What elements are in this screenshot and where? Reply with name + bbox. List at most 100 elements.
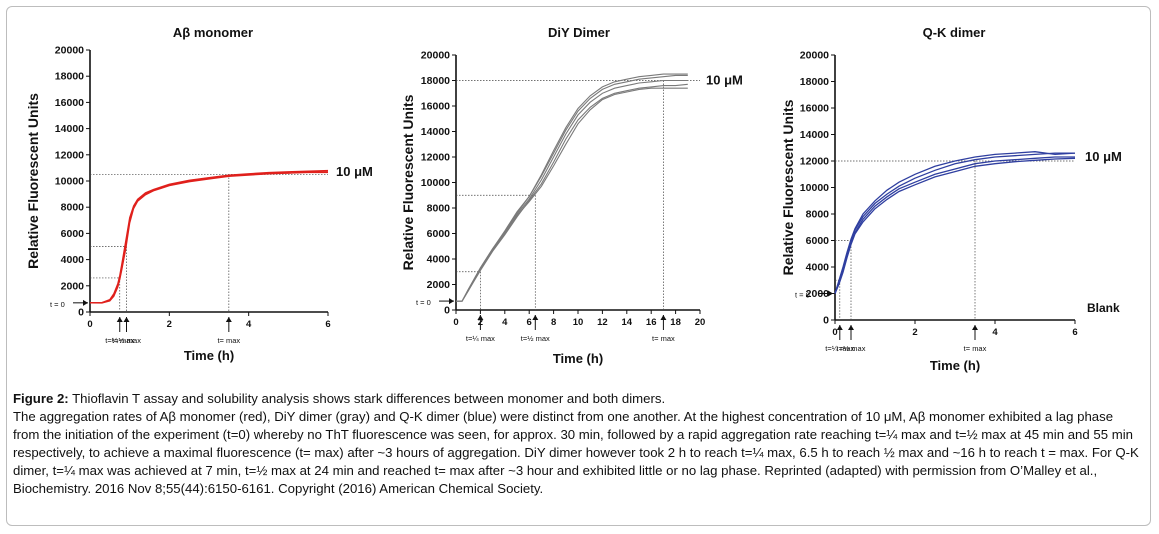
chart-panel-monomer: Aβ monomer 0 2000 4000 6000 8000 10000 12000 140… <box>25 25 373 363</box>
x-tick-label: 6 <box>527 317 532 328</box>
series-line <box>89 169 329 304</box>
concentration-label: 10 μM <box>706 73 743 88</box>
x-tick-label: 4 <box>502 317 508 328</box>
charts-area: Aβ monomer020004000600080001000012000140… <box>25 25 1122 373</box>
x-tick-label: 0 <box>832 327 837 338</box>
y-tick-label: 10000 <box>55 176 84 188</box>
chart-panel-diy-dimer: DiY Dimer 0 2000 4000 6000 8000 10000 12000 1400… <box>400 25 743 366</box>
x-tick-label: 0 <box>87 319 92 330</box>
x-tick-label: 8 <box>551 317 556 328</box>
series-line <box>834 151 1076 294</box>
marker-arrowhead <box>660 315 667 320</box>
x-tick-label: 6 <box>325 319 330 330</box>
x-tick-label: 0 <box>453 317 458 328</box>
y-tick-label: 10000 <box>800 182 829 194</box>
series-line <box>456 73 688 302</box>
y-tick-label: 20000 <box>800 50 829 62</box>
y-tick-label: 12000 <box>55 149 84 161</box>
concentration-label: 10 μM <box>336 164 373 179</box>
caption-heading: Figure 2: Thioflavin T assay and solubil… <box>13 390 1143 408</box>
y-tick-label: 10000 <box>421 177 450 189</box>
series-line <box>90 171 328 304</box>
y-tick-label: 2000 <box>806 288 830 300</box>
marker-arrowhead <box>116 317 123 322</box>
x-tick-label: 14 <box>622 317 633 328</box>
y-tick-label: 18000 <box>800 76 829 88</box>
y-tick-label: 0 <box>823 315 829 327</box>
y-tick-label: 0 <box>444 305 450 317</box>
x-tick-label: 2 <box>167 319 172 330</box>
marker-label: t= max <box>217 336 240 345</box>
y-tick-label: 16000 <box>55 97 84 109</box>
chart-panel-qk-dimer: Q-K dimer 0 2000 4000 6000 8000 10000 12000 1400… <box>780 25 1122 373</box>
series-line <box>456 79 688 302</box>
y-tick-label: 20000 <box>421 50 450 62</box>
y-axis-label: Relative Fluorescent Units <box>25 93 41 269</box>
series-line <box>834 156 1075 294</box>
y-tick-label: 2000 <box>61 280 85 292</box>
marker-arrowhead <box>123 317 130 322</box>
y-tick-label: 8000 <box>806 209 830 221</box>
t0-arrowhead <box>449 298 454 305</box>
chart-title: DiY Dimer <box>548 25 610 40</box>
caption-body: The aggregation rates of Aβ monomer (red… <box>13 409 1139 496</box>
marker-label: t=½ max <box>837 344 866 353</box>
figure-frame <box>6 6 1151 526</box>
x-tick-label: 12 <box>597 317 608 328</box>
y-tick-label: 6000 <box>427 228 451 240</box>
x-tick-label: 6 <box>1072 327 1077 338</box>
x-tick-label: 16 <box>646 317 657 328</box>
x-tick-label: 10 <box>573 317 584 328</box>
marker-label: t=¼ max <box>825 344 854 353</box>
x-tick-label: 2 <box>912 327 917 338</box>
y-tick-label: 16000 <box>421 101 450 113</box>
figure-caption: Figure 2: Thioflavin T assay and solubil… <box>13 390 1143 498</box>
series-line <box>834 152 1075 294</box>
series-line <box>456 87 688 302</box>
x-tick-label: 4 <box>246 319 252 330</box>
marker-label: t= max <box>964 344 987 353</box>
series-line <box>834 157 1076 294</box>
marker-arrowhead <box>532 315 539 320</box>
y-tick-label: 18000 <box>421 75 450 87</box>
y-tick-label: 4000 <box>61 254 85 266</box>
marker-arrowhead <box>225 317 232 322</box>
marker-label: t=½ max <box>112 336 141 345</box>
concentration-label: 10 μM <box>1085 149 1122 164</box>
marker-arrowhead <box>477 315 484 320</box>
y-tick-label: 14000 <box>421 126 450 138</box>
x-axis-label: Time (h) <box>930 358 980 373</box>
t0-label: t = 0 <box>50 300 65 309</box>
series-line <box>456 74 688 302</box>
marker-label: t=¼ max <box>105 336 134 345</box>
y-tick-label: 18000 <box>55 71 84 83</box>
caption-title: Figure 2: <box>13 391 69 406</box>
y-tick-label: 2000 <box>427 279 451 291</box>
t0-arrowhead <box>828 290 833 297</box>
y-tick-label: 20000 <box>55 45 84 57</box>
y-axis-label: Relative Fluorescent Units <box>400 94 416 270</box>
caption-subtitle: Thioflavin T assay and solubility analys… <box>72 391 666 406</box>
y-tick-label: 0 <box>78 307 84 319</box>
chart-title: Q-K dimer <box>923 25 986 40</box>
chart-title: Aβ monomer <box>173 25 253 40</box>
x-tick-label: 4 <box>992 327 998 338</box>
y-tick-label: 12000 <box>800 156 829 168</box>
y-tick-label: 8000 <box>61 202 85 214</box>
marker-arrowhead <box>848 325 854 330</box>
x-axis-label: Time (h) <box>553 351 603 366</box>
t0-label: t = 0 <box>416 298 431 307</box>
marker-arrowhead <box>972 325 978 330</box>
x-tick-label: 20 <box>695 317 706 328</box>
y-tick-label: 6000 <box>61 228 85 240</box>
y-tick-label: 8000 <box>427 203 451 215</box>
y-tick-label: 14000 <box>55 123 84 135</box>
t0-label: t = 0 <box>795 291 810 300</box>
series-line <box>456 83 688 302</box>
marker-label: t=½ max <box>521 334 550 343</box>
y-axis-label: Relative Fluorescent Units <box>780 99 796 275</box>
series-line <box>89 171 328 304</box>
y-tick-label: 4000 <box>427 254 451 266</box>
y-tick-label: 6000 <box>806 235 830 247</box>
marker-label: t= max <box>652 334 675 343</box>
